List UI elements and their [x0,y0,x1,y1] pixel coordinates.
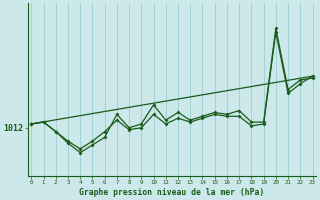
X-axis label: Graphe pression niveau de la mer (hPa): Graphe pression niveau de la mer (hPa) [79,188,265,197]
